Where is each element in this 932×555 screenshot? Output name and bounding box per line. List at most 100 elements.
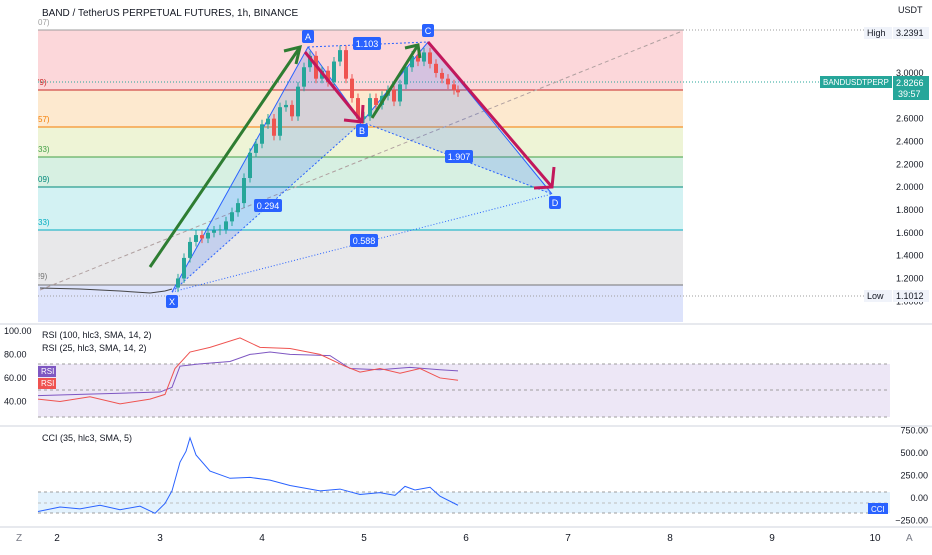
candle-body	[308, 55, 312, 68]
candle-body	[260, 124, 264, 144]
rsi-100-line	[37, 351, 459, 397]
candle-body	[350, 78, 354, 99]
last-price: 2.8266	[896, 78, 924, 88]
pattern-ratio-label: 1.103	[356, 39, 379, 49]
price-tick-label: 2.2000	[896, 159, 924, 169]
candle-body	[248, 152, 252, 178]
price-tick-label: 1.8000	[896, 205, 924, 215]
candle-body	[296, 86, 300, 117]
cci-legend: CCI (35, hlc3, SMA, 5)	[42, 433, 132, 443]
candle-body	[218, 229, 222, 231]
price-tick-label: 1.2000	[896, 273, 924, 283]
candle-body	[434, 63, 438, 73]
rsi-tag-slow-bg	[38, 366, 56, 377]
timezone-button[interactable]: Z	[16, 533, 22, 544]
green-arrow-head-2	[404, 43, 422, 59]
price-tick-label: 2.6000	[896, 114, 924, 124]
candle-body	[200, 235, 204, 239]
candle-body	[242, 177, 246, 204]
fib-level-label: 33)	[38, 218, 50, 227]
candle-body	[404, 67, 408, 85]
cci-pane[interactable]: CCI (35, hlc3, SMA, 5) CCI 750.00 500.00 2…	[37, 426, 928, 526]
red-arrow-down-1	[303, 51, 364, 123]
pattern-point-labels: X A B C D	[166, 24, 561, 308]
candle-body	[440, 72, 444, 79]
pattern-ratio-label: 0.588	[353, 236, 376, 246]
pattern-ratio-badge	[353, 37, 381, 50]
candle-body	[230, 212, 234, 222]
price-tick-label: 1.6000	[896, 228, 924, 238]
green-arrow-up-2	[370, 44, 420, 119]
red-arrow-down-2	[426, 41, 554, 188]
fib-level-label: !9)	[38, 272, 48, 281]
candle-body	[266, 118, 270, 125]
candle-body	[398, 84, 402, 102]
pattern-point-badge	[166, 295, 178, 308]
candle-body	[290, 104, 294, 117]
pattern-ratio-badge	[350, 234, 378, 247]
candle-body	[446, 78, 450, 85]
candle-body	[410, 55, 414, 68]
pattern-ratio-label: 1.907	[448, 152, 471, 162]
rsi-tag-slow: RSI	[41, 367, 54, 376]
cci-line	[37, 436, 459, 514]
candle-body	[302, 67, 306, 87]
last-price-bg	[893, 76, 929, 100]
price-baseline-path	[39, 287, 173, 294]
price-tick-label: 1.4000	[896, 251, 924, 261]
fib-level-label: 57)	[38, 115, 50, 124]
fib-zone-4	[38, 157, 683, 187]
rsi-legend-1: RSI (100, hlc3, SMA, 14, 2)	[42, 330, 152, 340]
pattern-xb-ratio-line	[171, 121, 363, 293]
time-tick-label: 2	[54, 533, 60, 544]
candle-body	[368, 98, 372, 117]
high-label: High	[867, 28, 886, 38]
candle-body	[452, 84, 456, 91]
fib-level-label: '9)	[38, 78, 47, 87]
high-tag-bg	[864, 27, 892, 39]
candle-body	[344, 50, 348, 79]
cci-tag-bg	[868, 503, 888, 514]
pattern-ratio-labels: 1.103 1.907 0.294 0.588	[254, 37, 473, 247]
red-arrow-head-2	[533, 166, 556, 190]
cci-tag: CCI	[871, 505, 885, 514]
fib-level-label: 33)	[38, 145, 50, 154]
pattern-point-badge	[422, 24, 434, 37]
rsi-tick-label: 100.00	[4, 326, 32, 336]
low-value: 1.1012	[896, 291, 924, 301]
time-axis[interactable]: 2 3 4 5 6 7 8 9 10	[54, 533, 881, 544]
pattern-point-badge	[302, 30, 314, 43]
symbol-tag-bg	[820, 76, 892, 88]
chart-title: BAND / TetherUS PERPETUAL FUTURES, 1h, B…	[42, 8, 299, 19]
candle-body	[326, 70, 330, 83]
pattern-point-badge	[356, 124, 368, 137]
pattern-ratio-label: 0.294	[257, 201, 280, 211]
candlesticks	[176, 45, 460, 293]
candle-body	[254, 143, 258, 153]
candle-body	[416, 55, 420, 62]
candle-body	[194, 235, 198, 242]
time-tick-label: 5	[361, 533, 367, 544]
pattern-point-badge	[549, 196, 561, 209]
low-value-bg	[893, 290, 929, 302]
price-tick-label: 2.4000	[896, 136, 924, 146]
rsi-pane[interactable]: RSI (100, hlc3, SMA, 14, 2) RSI (25, hlc…	[4, 326, 890, 418]
low-tag-bg	[864, 290, 892, 302]
candle-body	[456, 90, 460, 93]
candle-body	[188, 241, 192, 258]
time-tick-label: 7	[565, 533, 571, 544]
rsi-tick-label: 80.00	[4, 349, 27, 359]
cci-tick-label: 250.00	[900, 471, 928, 481]
candle-body	[362, 116, 366, 119]
annotation-arrows[interactable]	[148, 41, 556, 268]
price-axis[interactable]: USDT 3.00002.80002.60002.40002.20002.000…	[820, 5, 929, 306]
candle-body	[272, 118, 276, 136]
auto-scale-button[interactable]: A	[906, 533, 913, 544]
cci-tick-label: −250.00	[895, 516, 928, 526]
candle-body	[182, 257, 186, 279]
candle-body	[176, 278, 180, 288]
pattern-point-label: C	[425, 26, 432, 36]
time-tick-label: 8	[667, 533, 673, 544]
